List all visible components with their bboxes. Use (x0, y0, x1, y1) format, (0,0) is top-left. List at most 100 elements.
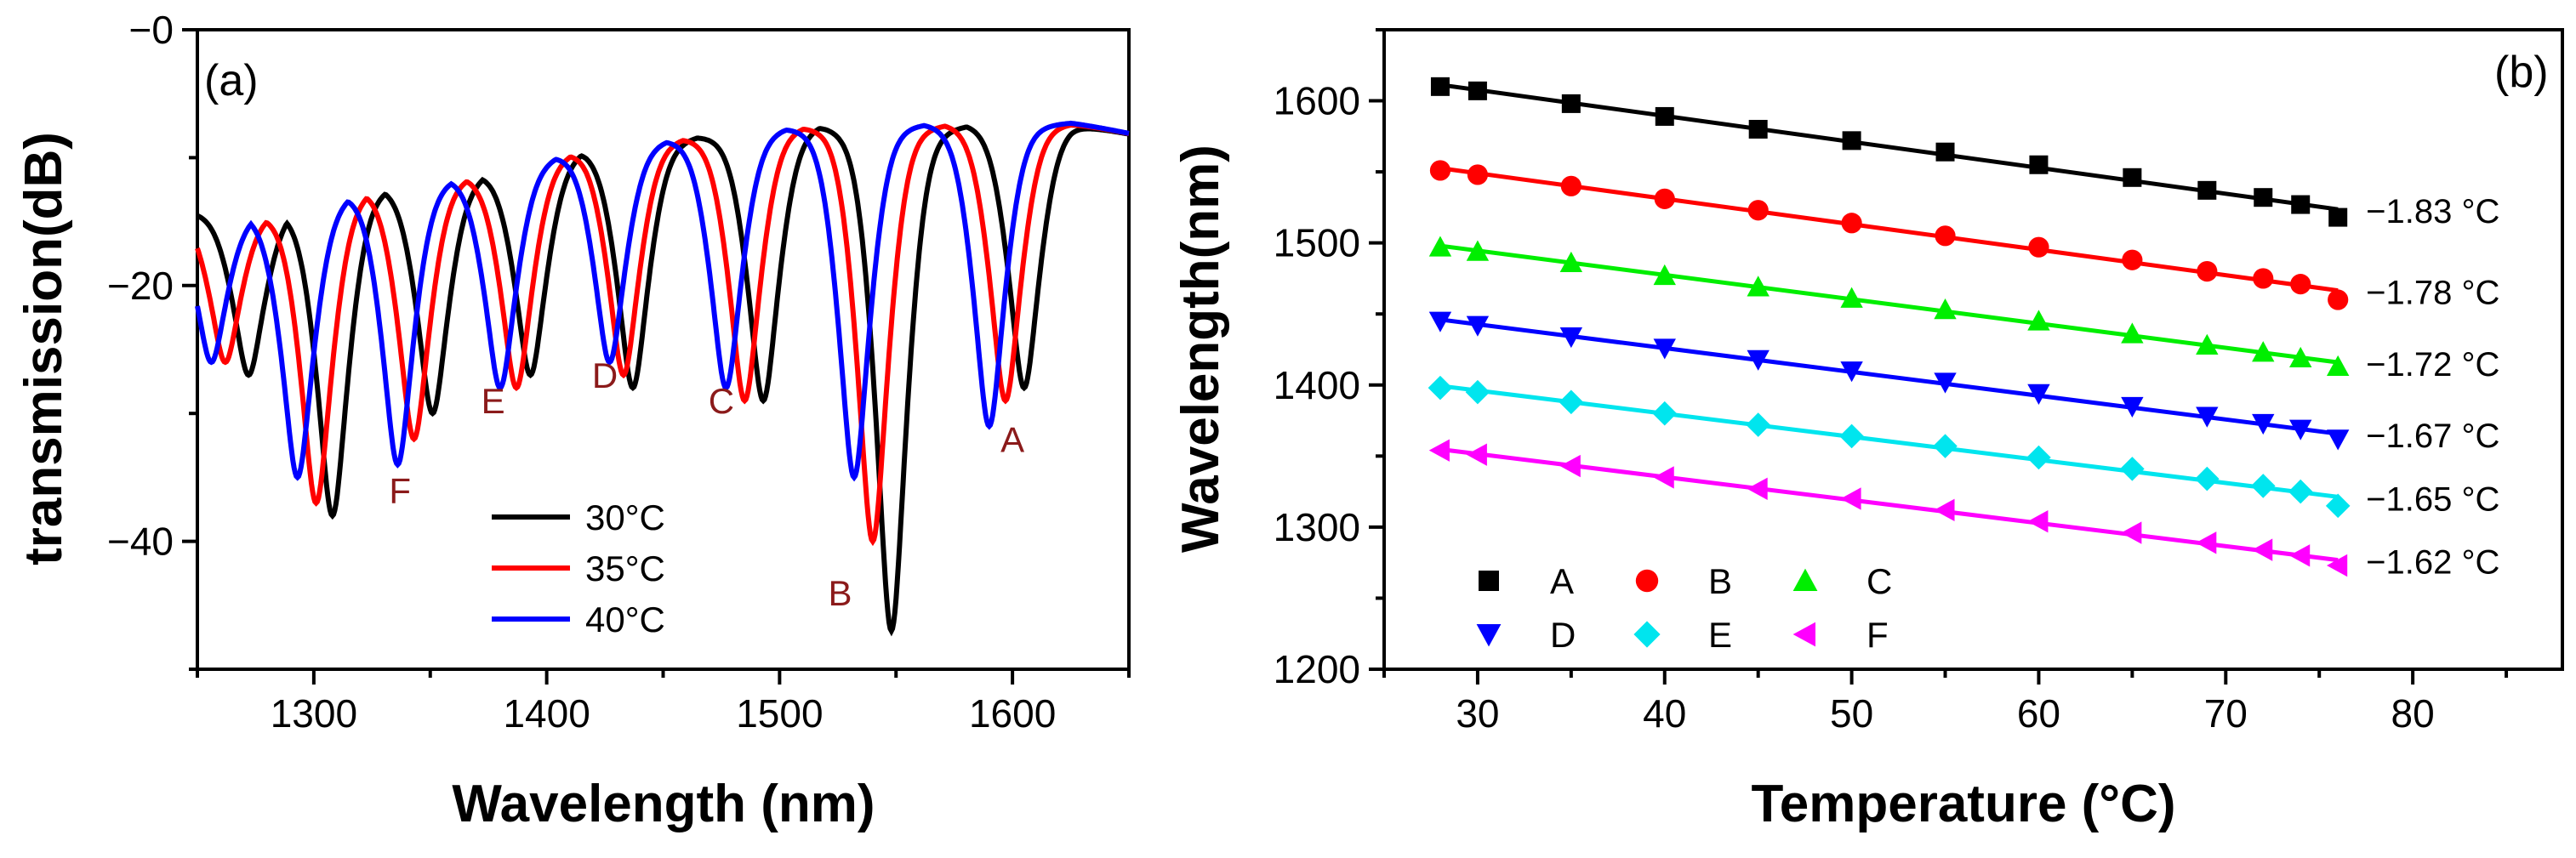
point-F (1428, 439, 1450, 462)
point-C (2326, 355, 2350, 377)
panel-a-ticks: 1300 1400 1500 1600 −0 −20 −40 (107, 8, 1131, 736)
panel-b-series (1428, 77, 2351, 577)
point-E (1465, 379, 1490, 405)
point-F (2027, 510, 2049, 533)
point-A (1935, 142, 1955, 162)
point-C (1559, 251, 1583, 273)
point-A (2254, 188, 2273, 207)
transmission-curve-2 (195, 122, 1130, 547)
legend-marker-E (1633, 621, 1661, 648)
point-E (1652, 401, 1678, 426)
point-C (2289, 346, 2312, 368)
point-A (1561, 94, 1581, 113)
legend-label-B: B (1708, 561, 1732, 601)
y-tick-label: 1500 (1274, 221, 1360, 265)
point-E (1559, 389, 1584, 415)
panel-a-curves (195, 120, 1130, 637)
point-E (2250, 474, 2276, 498)
fit-line-A (1439, 82, 2339, 212)
y-tick-label: −40 (107, 520, 174, 564)
x-tick-label: 70 (2204, 691, 2248, 736)
point-B (1841, 213, 1862, 234)
point-F (1934, 498, 1955, 522)
x-tick-label: 30 (1456, 691, 1499, 736)
point-F (1747, 477, 1768, 500)
point-C (1840, 287, 1863, 308)
y-tick-label: 1200 (1274, 647, 1360, 691)
fit-line-E (1439, 384, 2339, 499)
dip-label-A: A (1000, 419, 1024, 459)
point-A (1430, 77, 1450, 96)
point-D (1747, 349, 1770, 371)
point-B (2122, 249, 2143, 270)
slope-label-A: −1.83 °C (2366, 193, 2499, 230)
panel-b-legend: A B C D E F (1476, 561, 1892, 655)
point-A (1748, 119, 1768, 139)
x-tick-label: 1600 (969, 691, 1056, 736)
point-C (1934, 298, 1957, 320)
x-tick-label: 1500 (736, 691, 823, 736)
slope-label-C: −1.72 °C (2366, 346, 2499, 384)
point-D (2121, 396, 2144, 418)
legend-marker-D (1476, 624, 1502, 647)
legend-label: 35°C (585, 548, 665, 588)
transmission-curve-1 (196, 124, 1130, 637)
transmission-curve-3 (195, 120, 1130, 482)
x-tick-label: 80 (2391, 691, 2435, 736)
point-C (2252, 341, 2275, 362)
point-C (2121, 322, 2144, 344)
legend-label-C: C (1866, 561, 1892, 601)
point-A (2291, 195, 2311, 214)
dip-label-C: C (709, 381, 734, 421)
x-tick-label: 1300 (271, 691, 357, 736)
point-E (1746, 412, 1770, 437)
x-tick-label: 60 (2017, 691, 2060, 736)
point-B (1654, 188, 1675, 209)
panel-a-legend: 30°C 35°C 40°C (492, 497, 665, 639)
point-B (2290, 274, 2311, 295)
point-F (1559, 454, 1581, 478)
point-C (1747, 276, 1770, 297)
point-E (1839, 423, 1864, 449)
legend-label-A: A (1550, 561, 1574, 601)
point-F (2121, 521, 2142, 544)
x-tick-label: 1400 (503, 691, 590, 736)
point-C (1653, 264, 1676, 286)
x-tick-label: 50 (1830, 691, 1873, 736)
point-A (1842, 131, 1861, 151)
point-F (2326, 554, 2348, 577)
x-tick-label: 40 (1643, 691, 1686, 736)
point-F (2289, 544, 2311, 567)
point-E (1933, 434, 1958, 458)
panel-b-y-title: Wavelength(nm) (1171, 145, 1230, 553)
legend-marker-A (1479, 571, 1499, 591)
panel-a-dip-labels: A B C D E F (389, 355, 1024, 613)
point-D (2196, 406, 2219, 428)
legend-marker-F (1792, 622, 1815, 647)
point-E (2120, 457, 2145, 481)
point-D (2326, 429, 2350, 451)
point-A (2328, 207, 2348, 227)
point-F (1653, 466, 1674, 489)
legend-label-D: D (1550, 615, 1576, 655)
point-D (1653, 338, 1676, 360)
fit-line-F (1439, 446, 2339, 563)
point-C (1428, 236, 1452, 257)
legend-label-F: F (1866, 615, 1889, 655)
point-D (1428, 311, 1452, 332)
point-A (1468, 81, 1487, 100)
point-E (2026, 445, 2051, 470)
point-B (1560, 175, 1582, 196)
point-B (2253, 268, 2274, 289)
legend-marker-B (1635, 569, 1659, 593)
point-F (1840, 487, 1861, 510)
fit-line-C (1439, 243, 2339, 365)
point-D (1934, 372, 1957, 394)
point-D (2027, 384, 2050, 406)
panel-a-x-title: Wavelength (nm) (452, 775, 875, 833)
fit-line-B (1439, 166, 2339, 293)
point-A (2197, 180, 2217, 200)
point-E (1428, 375, 1453, 401)
point-F (2252, 538, 2273, 561)
point-D (2252, 413, 2275, 435)
